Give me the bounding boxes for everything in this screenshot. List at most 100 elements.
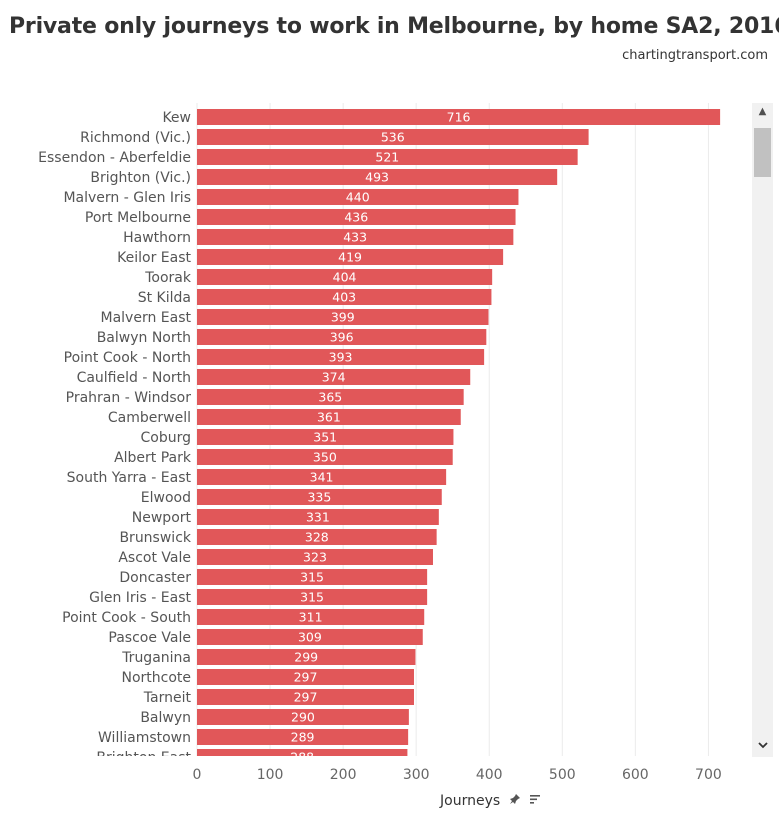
category-label: Coburg: [141, 430, 192, 446]
bar-value-label: 328: [305, 530, 329, 545]
category-label: Pascoe Vale: [108, 630, 191, 646]
category-label: Point Cook - North: [64, 350, 191, 366]
bar-value-label: 297: [294, 690, 318, 705]
x-tick-label: 200: [330, 767, 357, 783]
category-label: Hawthorn: [123, 230, 191, 246]
category-label: Port Melbourne: [85, 210, 191, 226]
category-label: Doncaster: [119, 570, 191, 586]
category-label: Truganina: [121, 650, 191, 666]
category-label: Prahran - Windsor: [66, 390, 192, 406]
bar[interactable]: [197, 729, 409, 745]
bar[interactable]: [197, 389, 464, 405]
bar[interactable]: [197, 509, 439, 525]
bar-value-label: 403: [332, 290, 356, 305]
bar-value-label: 716: [447, 110, 471, 125]
category-label: Elwood: [141, 490, 191, 506]
bar-value-label: 335: [307, 490, 331, 505]
category-label: Balwyn North: [97, 330, 191, 346]
bar-value-label: 433: [343, 230, 367, 245]
bar[interactable]: [197, 589, 428, 605]
bar[interactable]: [197, 109, 721, 125]
bar-value-label: 290: [291, 710, 315, 725]
bar[interactable]: [197, 169, 558, 185]
bar[interactable]: [197, 449, 453, 465]
bar[interactable]: [197, 409, 461, 425]
bar[interactable]: [197, 289, 492, 305]
bar[interactable]: [197, 349, 485, 365]
bar[interactable]: [197, 749, 408, 756]
source-credit: chartingtransport.com: [622, 48, 768, 63]
bar-chart: Kew 716 Richmond (Vic.) 536 Essendon - Aberf…: [38, 103, 721, 757]
category-label: Point Cook - South: [62, 610, 191, 626]
bar-value-label: 288: [290, 750, 314, 757]
x-tick-label: 500: [549, 767, 576, 783]
bar-value-label: 365: [318, 390, 342, 405]
bar-value-label: 440: [346, 190, 370, 205]
bar[interactable]: [197, 269, 493, 285]
bar[interactable]: [197, 629, 423, 645]
plot-area[interactable]: Kew 716 Richmond (Vic.) 536 Essendon - Aberf…: [0, 103, 752, 756]
bar[interactable]: [197, 329, 487, 345]
category-label: Keilor East: [117, 250, 191, 266]
chevron-up-icon[interactable]: ▲: [758, 106, 767, 117]
bar-value-label: 309: [298, 630, 322, 645]
bar-value-label: 396: [330, 330, 354, 345]
category-label: Ascot Vale: [118, 550, 191, 566]
vertical-scrollbar[interactable]: ▲: [752, 103, 773, 757]
scroll-thumb[interactable]: [754, 128, 771, 177]
category-label: Brighton East: [96, 750, 191, 756]
x-axis: 0 100 200 300 400 500 600 700: [193, 767, 722, 783]
bar[interactable]: [197, 209, 516, 225]
category-label: Toorak: [144, 270, 192, 286]
category-label: Balwyn: [140, 710, 191, 726]
category-label: Brunswick: [119, 530, 191, 546]
bar[interactable]: [197, 429, 454, 445]
bar[interactable]: [197, 369, 471, 385]
category-label: South Yarra - East: [67, 470, 192, 486]
x-axis-title: Journeys: [440, 793, 501, 809]
bar[interactable]: [197, 549, 433, 565]
bar[interactable]: [197, 489, 442, 505]
bar[interactable]: [197, 569, 428, 585]
bar[interactable]: [197, 649, 416, 665]
bar[interactable]: [197, 709, 409, 725]
bar[interactable]: [197, 129, 589, 145]
category-label: Richmond (Vic.): [80, 130, 191, 146]
bar[interactable]: [197, 469, 447, 485]
category-label: St Kilda: [138, 290, 191, 306]
bar[interactable]: [197, 149, 578, 165]
category-label: Kew: [162, 110, 191, 126]
category-label: Newport: [132, 510, 192, 526]
x-tick-label: 400: [476, 767, 503, 783]
pin-icon[interactable]: [509, 793, 521, 809]
bar-value-label: 331: [306, 510, 330, 525]
x-tick-label: 700: [695, 767, 722, 783]
bar[interactable]: [197, 229, 514, 245]
bar-value-label: 289: [291, 730, 315, 745]
x-tick-label: 600: [622, 767, 649, 783]
sort-descending-icon[interactable]: [529, 793, 541, 809]
bar[interactable]: [197, 309, 489, 325]
bar[interactable]: [197, 669, 414, 685]
bar-value-label: 361: [317, 410, 341, 425]
category-label: Essendon - Aberfeldie: [38, 150, 191, 166]
bar-value-label: 341: [310, 470, 334, 485]
category-label: Tarneit: [143, 690, 192, 706]
bar-value-label: 393: [329, 350, 353, 365]
bar[interactable]: [197, 529, 437, 545]
bar-value-label: 399: [331, 310, 355, 325]
x-tick-label: 0: [193, 767, 202, 783]
category-label: Northcote: [121, 670, 191, 686]
bar-value-label: 436: [344, 210, 368, 225]
category-label: Brighton (Vic.): [90, 170, 191, 186]
chevron-down-icon[interactable]: [752, 739, 773, 757]
x-tick-label: 300: [403, 767, 430, 783]
category-label: Camberwell: [108, 410, 191, 426]
category-label: Malvern - Glen Iris: [63, 190, 191, 206]
bar-value-label: 521: [375, 150, 399, 165]
bar[interactable]: [197, 189, 519, 205]
bar-value-label: 419: [338, 250, 362, 265]
bar[interactable]: [197, 609, 425, 625]
bar[interactable]: [197, 249, 504, 265]
bar[interactable]: [197, 689, 414, 705]
